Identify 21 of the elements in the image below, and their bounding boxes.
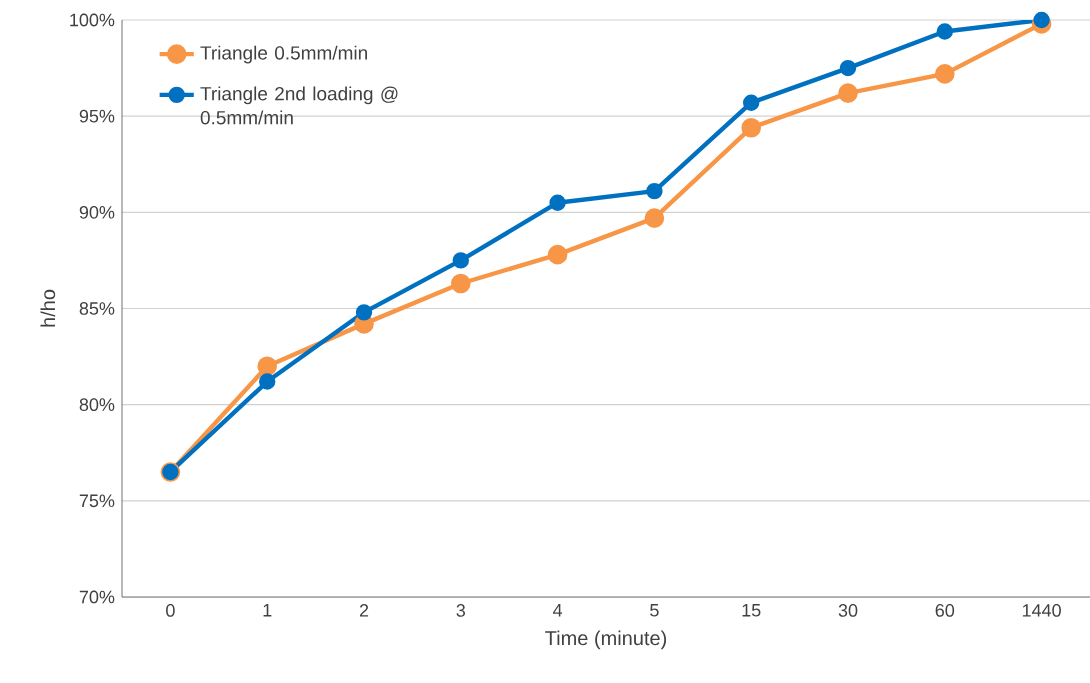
x-tick-label: 5 <box>650 604 659 617</box>
x-tick-label: 3 <box>456 604 466 617</box>
y-tick-label: 95% <box>79 109 115 123</box>
x-tick-label: 60 <box>935 604 955 617</box>
x-tick-label: 2 <box>359 604 369 617</box>
x-tick-label: 0 <box>166 604 175 617</box>
y-tick-label: 75% <box>79 494 115 508</box>
x-tick-label: 15 <box>742 604 761 617</box>
x-axis-title: Time (minute) <box>545 630 667 650</box>
y-tick-label: 80% <box>79 398 115 412</box>
x-tick-label: 1 <box>263 604 272 617</box>
x-tick-label: 1440 <box>1022 604 1061 617</box>
y-tick-label: 85% <box>79 302 115 315</box>
y-tick-label: 70% <box>79 590 115 604</box>
y-tick-label: 100% <box>70 13 115 27</box>
legend-label: Triangle 2nd loading @ 0.5mm/min <box>200 86 398 125</box>
x-tick-label: 4 <box>553 604 563 617</box>
y-axis-title: h/ho <box>40 289 56 327</box>
x-tick-label: 30 <box>838 604 858 617</box>
y-tick-label: 90% <box>79 205 115 219</box>
legend-label: Triangle 0.5mm/min <box>200 45 367 64</box>
